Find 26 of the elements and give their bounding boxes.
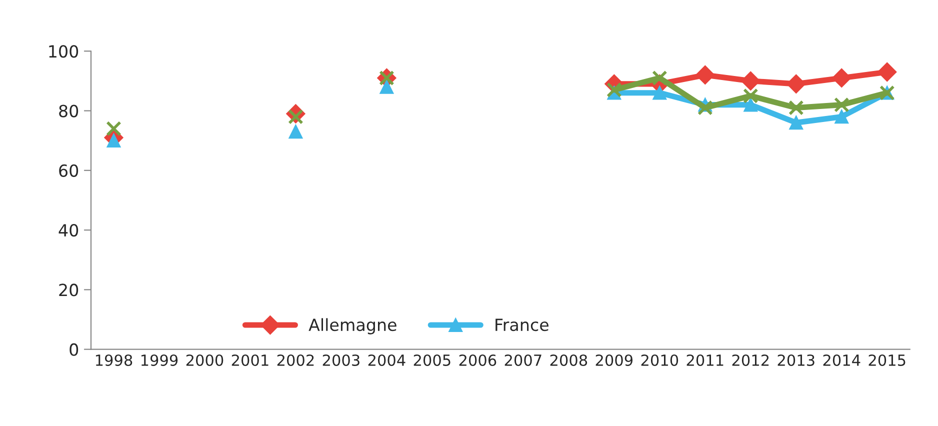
legend-label: Allemagne <box>308 318 396 334</box>
x-tick-label: 2000 <box>186 354 224 366</box>
legend-label: France <box>496 318 548 332</box>
x-tick-label: 2009 <box>596 354 633 366</box>
y-tick-label: 0 <box>70 343 78 356</box>
x-tick-label: 2012 <box>732 354 769 366</box>
x-tick-label: 2015 <box>868 354 906 366</box>
x-tick-label: 2007 <box>504 354 542 366</box>
x-tick-label: 2002 <box>277 354 314 366</box>
x-tick-label: 1998 <box>96 354 132 366</box>
y-tick-label: 60 <box>59 164 78 177</box>
x-tick-label: 2004 <box>368 354 406 366</box>
x-tick-label: 2006 <box>459 354 496 366</box>
x-tick-label: 1999 <box>141 354 178 366</box>
x-tick-label: 2008 <box>550 354 588 366</box>
y-tick-label: 100 <box>49 45 78 58</box>
x-tick-label: 2014 <box>823 354 860 366</box>
x-tick-label: 2010 <box>641 354 678 366</box>
x-tick-label: 2003 <box>322 354 360 366</box>
x-tick-label: 2005 <box>414 354 450 366</box>
x-tick-label: 2013 <box>778 354 814 366</box>
x-tick-label: 2011 <box>686 354 724 366</box>
x-tick-label: 2001 <box>232 354 268 366</box>
y-tick-label: 20 <box>59 284 78 296</box>
y-tick-label: 40 <box>58 224 78 237</box>
y-tick-label: 80 <box>59 104 78 118</box>
